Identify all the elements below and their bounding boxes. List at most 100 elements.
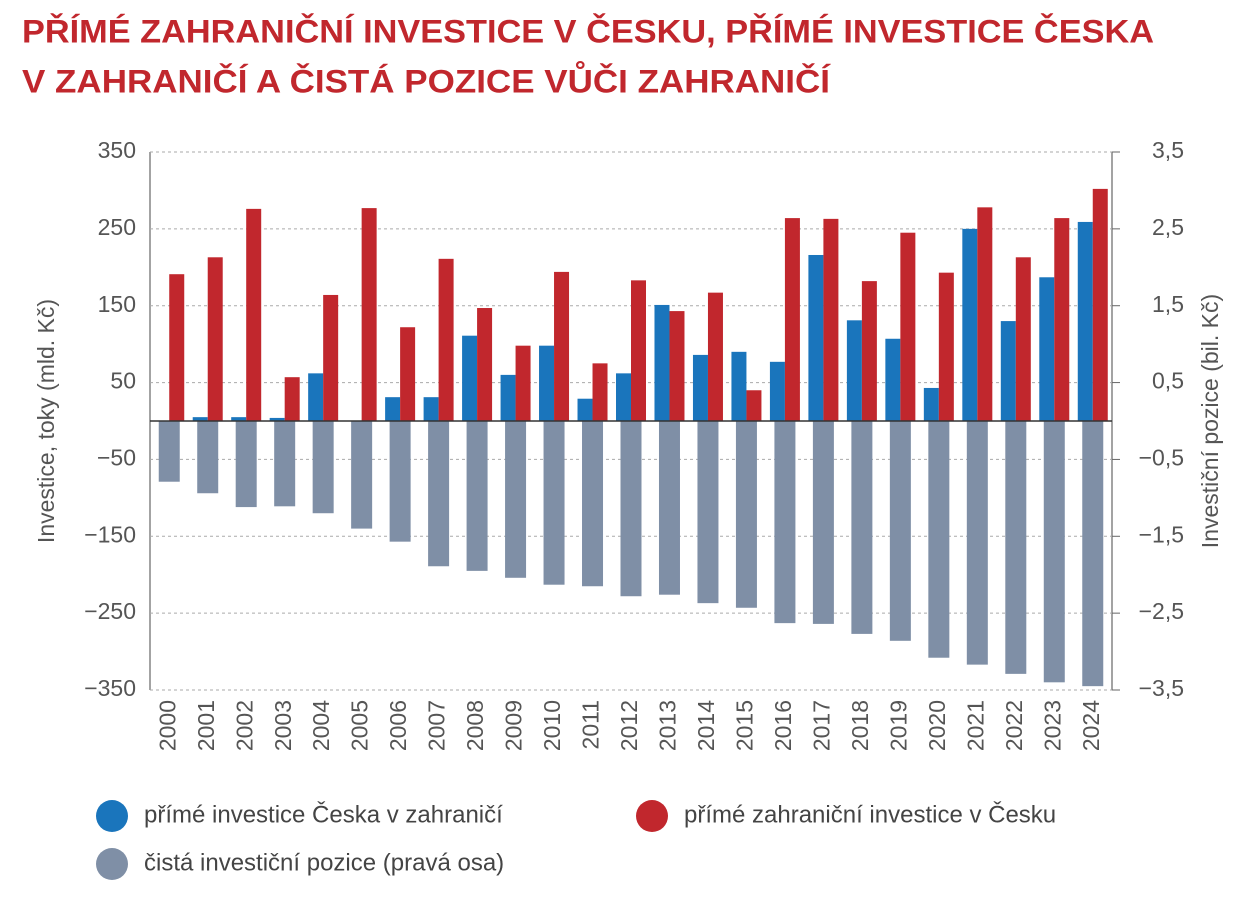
bar [962, 228, 978, 421]
bar [658, 421, 680, 595]
x-tick-label: 2023 [1039, 700, 1065, 751]
bar [385, 397, 401, 421]
x-tick-label: 2024 [1078, 700, 1104, 751]
bar [900, 232, 916, 421]
bar [158, 421, 180, 482]
x-tick-label: 2017 [808, 700, 834, 751]
x-tick-label: 2006 [385, 700, 411, 751]
bar [846, 320, 862, 421]
y2-tick-label: 0,5 [1152, 368, 1184, 394]
x-tick-label: 2014 [693, 700, 719, 751]
bar [192, 417, 208, 421]
legend-label: přímé investice Česka v zahraničí [144, 800, 503, 828]
bar [500, 374, 516, 421]
y2-tick-label: −0,5 [1139, 445, 1184, 471]
bar [308, 373, 324, 421]
bar [861, 281, 877, 421]
bar [169, 274, 185, 421]
bar [197, 421, 219, 494]
bar [851, 421, 873, 634]
bar [462, 335, 478, 421]
bar [889, 421, 911, 641]
bar [592, 363, 608, 421]
y-tick-label: −350 [84, 675, 136, 701]
chart-title: V ZAHRANIČÍ A ČISTÁ POZICE VŮČI ZAHRANIČ… [22, 61, 831, 99]
y2-axis-label: Investiční pozice (bil. Kč) [1197, 294, 1223, 548]
bar [207, 257, 223, 421]
bar [351, 421, 373, 529]
bar [966, 421, 988, 665]
bar [1092, 188, 1108, 421]
y2-tick-label: −3,5 [1139, 675, 1184, 701]
bar [274, 421, 296, 507]
legend-marker [96, 800, 128, 832]
x-tick-label: 2003 [270, 700, 296, 751]
bar [631, 280, 646, 421]
x-tick-label: 2020 [924, 700, 950, 751]
bar [735, 421, 757, 608]
y-tick-label: 250 [98, 214, 136, 240]
bar [1082, 421, 1104, 687]
y-tick-label: −250 [84, 598, 136, 624]
y2-tick-label: −1,5 [1139, 521, 1184, 547]
bar [400, 327, 416, 421]
legend-marker [96, 848, 128, 880]
y2-tick-label: −2,5 [1139, 598, 1184, 624]
x-tick-label: 2011 [578, 700, 604, 749]
bar [746, 390, 762, 421]
x-tick-label: 2021 [962, 700, 988, 751]
x-tick-label: 2004 [308, 700, 334, 751]
bar [312, 421, 334, 514]
legend-label: přímé zahraniční investice v Česku [684, 800, 1056, 828]
bar [515, 345, 531, 421]
bar [1077, 221, 1093, 421]
bar [361, 208, 377, 421]
bar [1054, 218, 1070, 421]
bar [323, 294, 339, 421]
bar [928, 421, 950, 658]
bar [1015, 257, 1031, 421]
bar [543, 421, 565, 585]
x-tick-label: 2016 [770, 700, 796, 751]
bar [885, 338, 901, 421]
bar [938, 272, 954, 421]
bar [389, 421, 411, 542]
bar [620, 421, 642, 597]
bar [577, 398, 593, 421]
bar [977, 207, 993, 421]
x-tick-label: 2005 [347, 700, 373, 751]
bar [269, 417, 285, 421]
bar [812, 421, 834, 624]
y-tick-label: 150 [98, 291, 136, 317]
bar [707, 292, 723, 421]
bar [1005, 421, 1027, 674]
bar [1000, 321, 1016, 421]
bar [477, 308, 493, 421]
x-tick-label: 2008 [462, 700, 488, 751]
bar [235, 421, 257, 508]
bar [823, 218, 839, 421]
y2-tick-label: 2,5 [1152, 214, 1184, 240]
x-tick-label: 2009 [501, 700, 527, 751]
y-tick-label: 50 [110, 368, 136, 394]
bar [774, 421, 796, 624]
x-tick-label: 2010 [539, 700, 565, 751]
y2-tick-label: 1,5 [1152, 291, 1184, 317]
bar [284, 377, 300, 421]
x-tick-label: 2002 [231, 700, 257, 751]
bar [669, 311, 685, 421]
bar [428, 421, 450, 567]
bar [616, 373, 631, 421]
bar [582, 421, 604, 587]
x-tick-label: 2015 [732, 700, 758, 751]
bar [769, 361, 785, 421]
x-tick-label: 2013 [655, 700, 681, 751]
bar [438, 258, 454, 421]
x-tick-label: 2012 [616, 700, 642, 751]
bar [697, 421, 719, 604]
x-tick-label: 2022 [1001, 700, 1027, 751]
bar [692, 354, 708, 421]
bar [554, 271, 570, 421]
bar [1043, 421, 1065, 683]
